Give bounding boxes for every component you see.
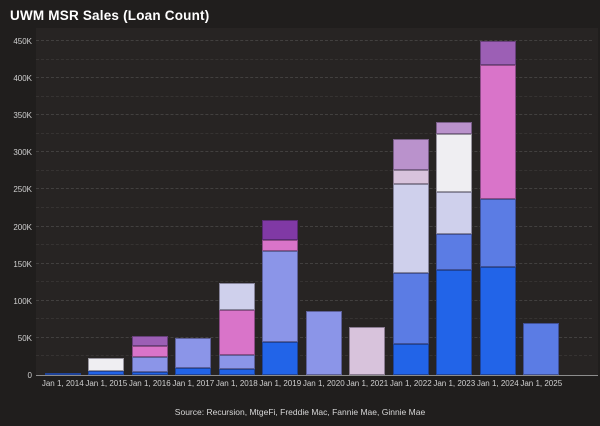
y-tick-label: 450K bbox=[13, 37, 32, 46]
bar-segment-blue[interactable] bbox=[44, 372, 81, 375]
bar-slot bbox=[389, 28, 433, 375]
y-tick-label: 150K bbox=[13, 259, 32, 269]
bar-12014[interactable] bbox=[44, 372, 81, 375]
bar-slot bbox=[172, 28, 216, 375]
x-tick-label: Jan 1, 2014 bbox=[41, 379, 84, 388]
bar-segment-thistle[interactable] bbox=[392, 170, 429, 184]
y-tick-label: 100K bbox=[13, 296, 32, 306]
bar-slot bbox=[215, 28, 259, 375]
bar-slot bbox=[476, 28, 520, 375]
bar-segment-blue[interactable] bbox=[131, 372, 168, 375]
x-tick-label: Jan 1, 2023 bbox=[433, 379, 476, 388]
bar-segment-pink[interactable] bbox=[479, 64, 516, 200]
bar-segment-blue[interactable] bbox=[175, 367, 212, 375]
bar-segment-purple_dark[interactable] bbox=[262, 219, 299, 240]
bar-segment-periwinkle[interactable] bbox=[175, 337, 212, 368]
bar-12024[interactable] bbox=[479, 41, 516, 375]
bar-slot bbox=[346, 28, 390, 375]
bar-segment-pink[interactable] bbox=[262, 239, 299, 252]
bar-segment-orchid[interactable] bbox=[392, 138, 429, 171]
bar-slot bbox=[128, 28, 172, 375]
plot-area bbox=[36, 28, 598, 376]
bar-segment-blue[interactable] bbox=[479, 266, 516, 375]
bar-segment-cornflower[interactable] bbox=[392, 272, 429, 344]
x-tick-label: Jan 1, 2018 bbox=[215, 379, 258, 388]
bar-segment-lavender[interactable] bbox=[436, 192, 473, 234]
x-tick-label: Jan 1, 2015 bbox=[85, 379, 128, 388]
bar-segment-blue[interactable] bbox=[218, 369, 255, 375]
bar-segment-periwinkle[interactable] bbox=[218, 354, 255, 370]
bar-segment-lavender[interactable] bbox=[392, 183, 429, 273]
x-tick-label: Jan 1, 2020 bbox=[302, 379, 345, 388]
bar-segment-cornflower[interactable] bbox=[436, 234, 473, 271]
bar-segment-pink[interactable] bbox=[218, 309, 255, 355]
bar-slot bbox=[520, 28, 564, 375]
y-tick-label: 50K bbox=[17, 333, 32, 343]
bar-slot bbox=[85, 28, 129, 375]
bar-12019[interactable] bbox=[262, 219, 299, 375]
bar-segment-periwinkle[interactable] bbox=[305, 311, 342, 375]
bar-slot bbox=[302, 28, 346, 375]
source-note: Source: Recursion, MtgeFi, Freddie Mac, … bbox=[174, 407, 426, 417]
bar-12018[interactable] bbox=[218, 282, 255, 375]
bar-segment-blue[interactable] bbox=[262, 342, 299, 375]
y-tick-label: 200K bbox=[13, 222, 32, 232]
y-tick-label: 400K bbox=[13, 74, 32, 84]
bar-segment-periwinkle[interactable] bbox=[262, 251, 299, 343]
bar-segment-purple[interactable] bbox=[479, 41, 516, 65]
bar-slot bbox=[433, 28, 477, 375]
bar-segment-thistle[interactable] bbox=[349, 326, 386, 375]
bar-12023[interactable] bbox=[436, 121, 473, 375]
bar-12025[interactable] bbox=[523, 323, 560, 375]
bar-segment-periwinkle[interactable] bbox=[131, 357, 168, 373]
x-axis-labels: Jan 1, 2014 Jan 1, 2015 Jan 1, 2016 Jan 1, … bbox=[41, 379, 563, 388]
x-tick-label: Jan 1, 2019 bbox=[259, 379, 302, 388]
bar-12015[interactable] bbox=[88, 357, 125, 375]
bar-segment-blue[interactable] bbox=[436, 270, 473, 375]
bar-12017[interactable] bbox=[175, 337, 212, 375]
bar-12022[interactable] bbox=[392, 138, 429, 375]
y-tick-label: 350K bbox=[13, 111, 32, 121]
x-tick-label: Jan 1, 2022 bbox=[389, 379, 432, 388]
bar-12016[interactable] bbox=[131, 336, 168, 375]
bar-group bbox=[41, 28, 563, 375]
x-tick-label: Jan 1, 2016 bbox=[128, 379, 171, 388]
bar-12020[interactable] bbox=[305, 311, 342, 375]
bar-segment-white[interactable] bbox=[436, 133, 473, 193]
bar-segment-cornflower[interactable] bbox=[523, 323, 560, 375]
y-axis-labels: 0 50K 100K 150K 200K 250K 300K 350K 400K 450K bbox=[0, 0, 32, 426]
bar-segment-pink[interactable] bbox=[131, 346, 168, 358]
bar-segment-blue[interactable] bbox=[392, 343, 429, 375]
bar-segment-lavender[interactable] bbox=[218, 282, 255, 310]
bar-slot bbox=[259, 28, 303, 375]
x-tick-label: Jan 1, 2017 bbox=[172, 379, 215, 388]
y-tick-label: 0 bbox=[27, 371, 32, 380]
bar-slot bbox=[41, 28, 85, 375]
x-tick-label: Jan 1, 2021 bbox=[346, 379, 389, 388]
bar-segment-white[interactable] bbox=[88, 357, 125, 371]
chart-title: UWM MSR Sales (Loan Count) bbox=[10, 8, 210, 23]
bar-segment-orchid[interactable] bbox=[436, 121, 473, 134]
bar-12021[interactable] bbox=[349, 326, 386, 375]
bar-segment-blue[interactable] bbox=[88, 370, 125, 375]
bar-segment-purple[interactable] bbox=[131, 336, 168, 347]
x-tick-label: Jan 1, 2024 bbox=[476, 379, 519, 388]
y-tick-label: 250K bbox=[13, 185, 32, 195]
x-tick-label: Jan 1, 2025 bbox=[520, 379, 563, 388]
y-tick-label: 300K bbox=[13, 148, 32, 158]
bar-segment-cornflower[interactable] bbox=[479, 199, 516, 267]
